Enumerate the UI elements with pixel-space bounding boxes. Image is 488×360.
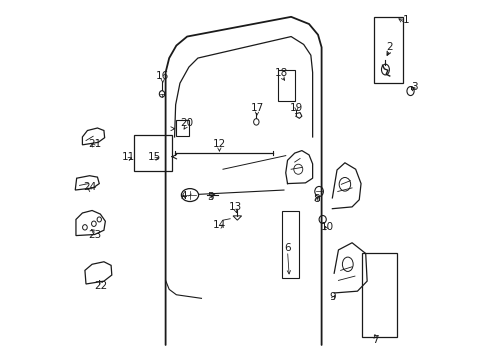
Text: 18: 18 [274,68,287,78]
Text: 2: 2 [386,42,392,52]
Bar [277,69,294,101]
Bar [175,120,189,136]
Text: 6: 6 [284,243,290,253]
Text: 3: 3 [411,82,417,92]
Text: 9: 9 [328,292,335,302]
Bar [282,211,299,278]
Text: 1: 1 [402,15,408,26]
Text: 23: 23 [88,230,101,239]
Text: 5: 5 [207,192,213,202]
Text: 21: 21 [88,139,101,149]
Text: 11: 11 [121,152,134,162]
Text: 4: 4 [180,191,186,201]
Bar [373,17,402,83]
Text: 20: 20 [180,118,193,128]
Text: 7: 7 [371,334,378,345]
Text: 13: 13 [228,202,242,212]
Text: 12: 12 [212,139,225,149]
Text: 15: 15 [147,152,161,162]
Text: 17: 17 [250,103,263,113]
Text: 14: 14 [212,220,225,230]
Text: 10: 10 [320,222,333,232]
Bar [362,253,396,337]
Bar [134,135,171,171]
Text: 8: 8 [312,194,319,204]
Text: 19: 19 [289,103,303,113]
Text: 22: 22 [94,281,107,291]
Text: 24: 24 [83,182,97,192]
Text: 16: 16 [156,71,169,81]
